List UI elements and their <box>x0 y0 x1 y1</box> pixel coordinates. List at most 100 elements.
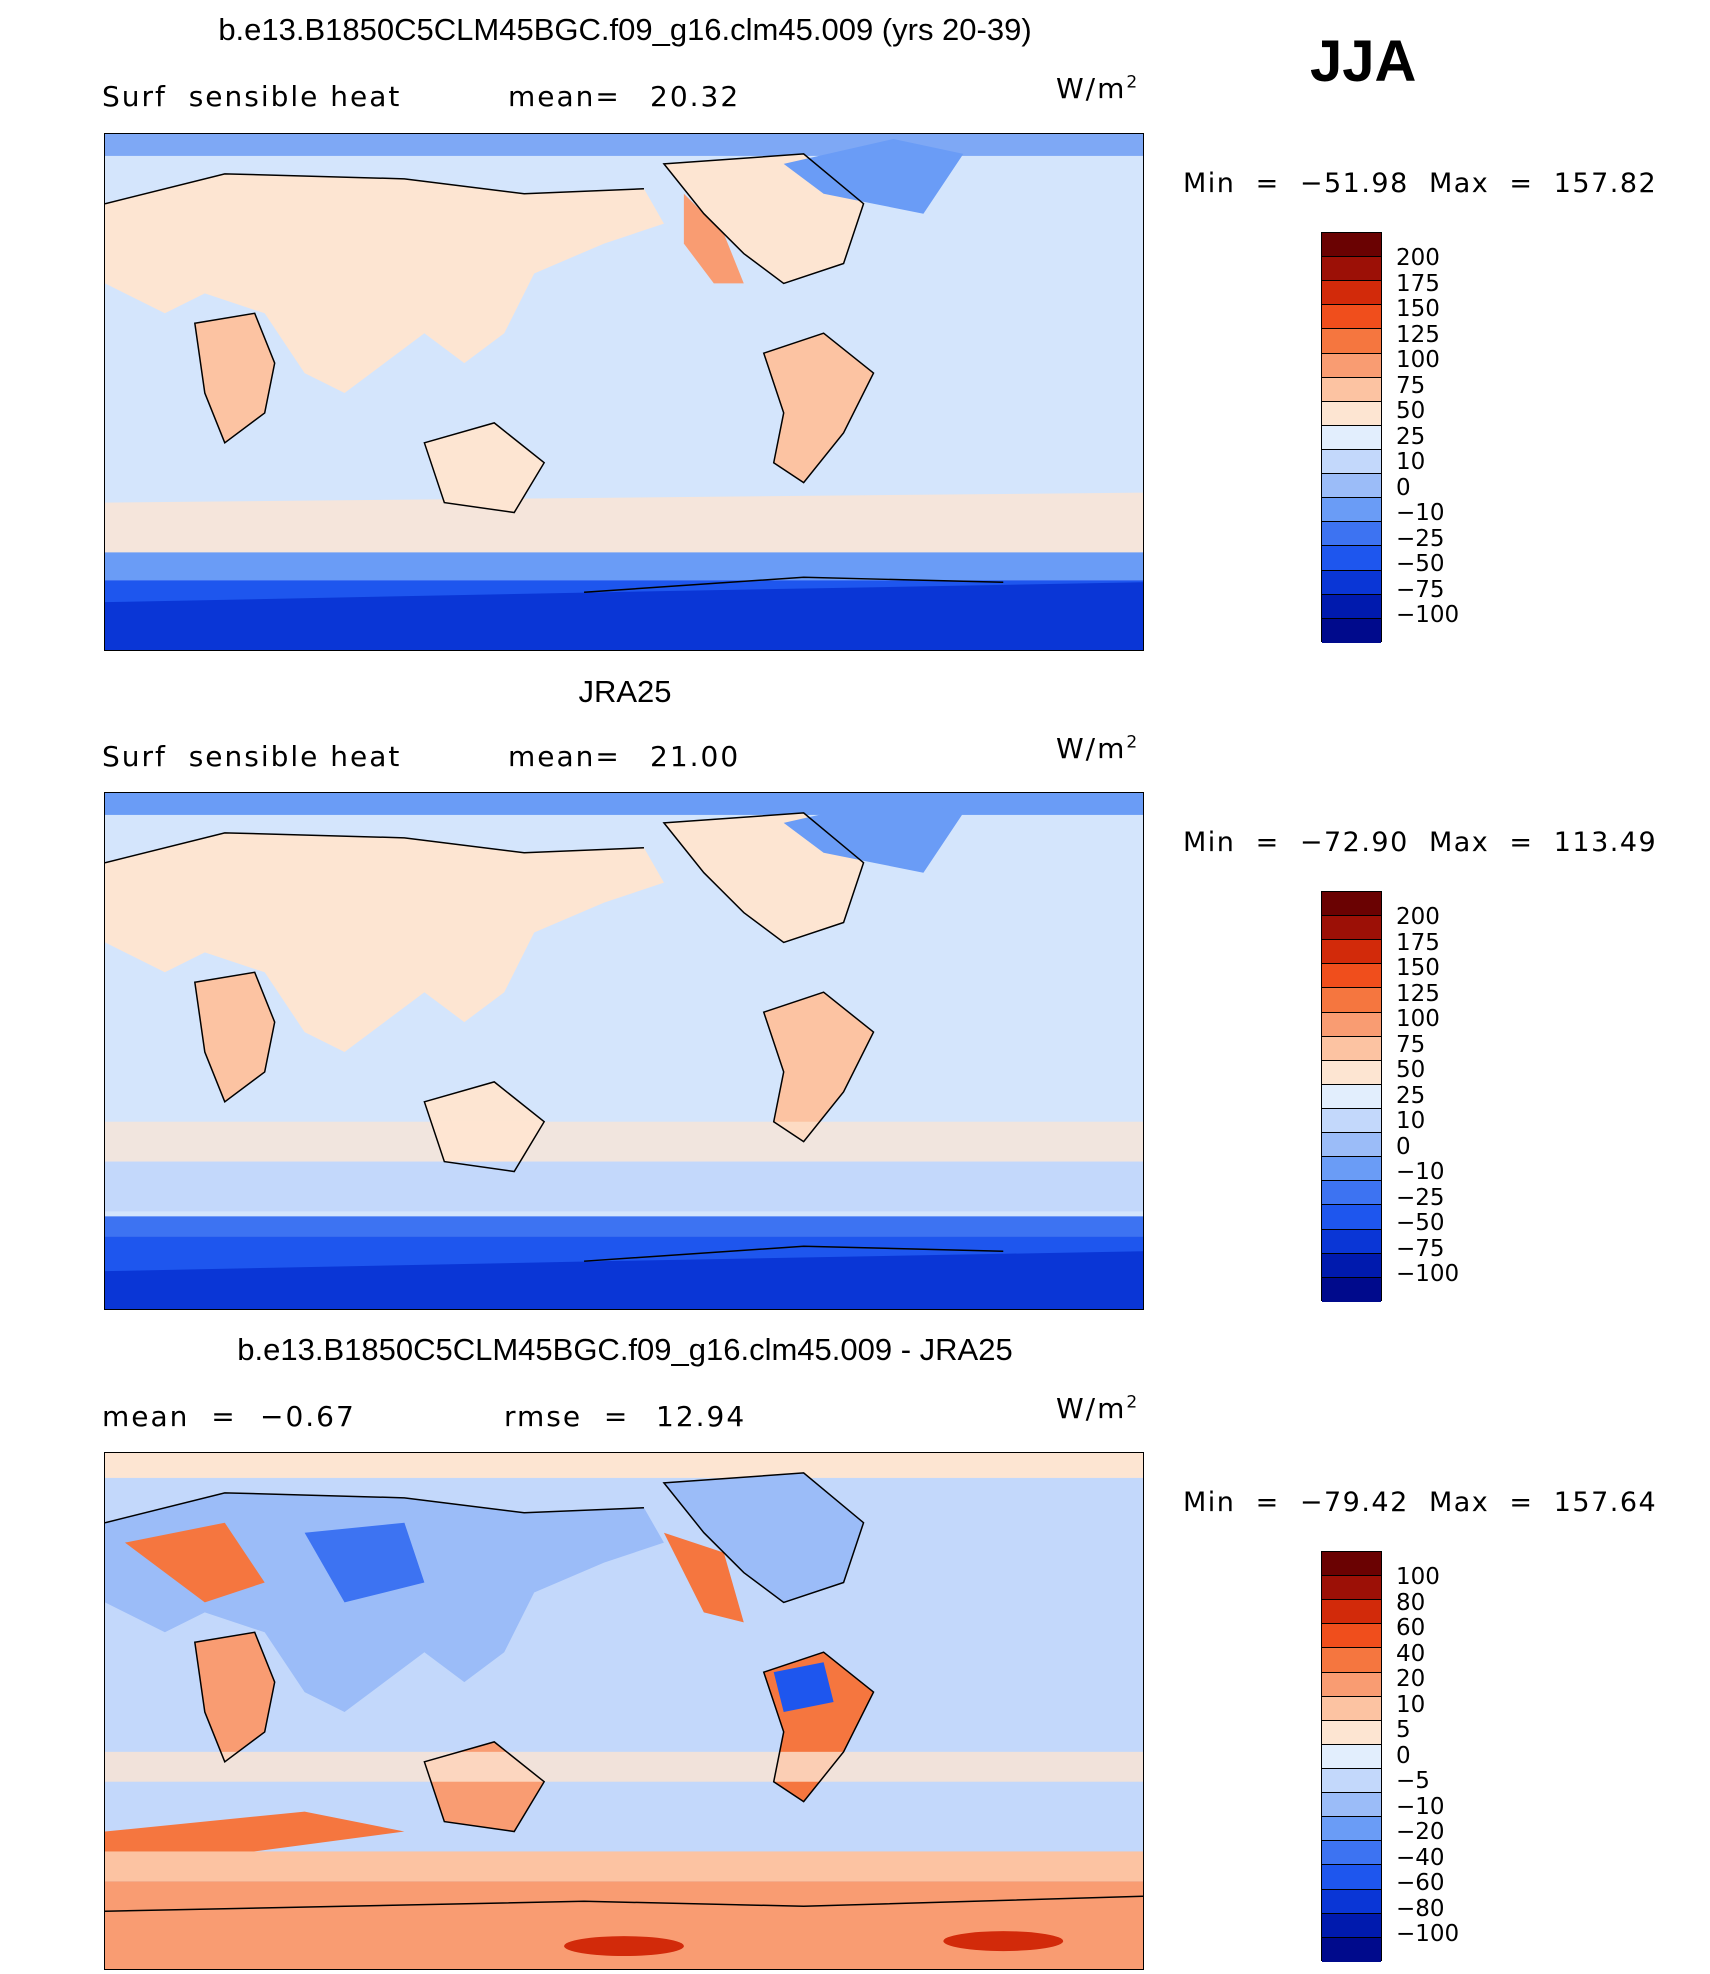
colorbar-swatch <box>1322 1012 1381 1037</box>
colorbar-swatch <box>1322 1133 1381 1158</box>
colorbar-swatch <box>1322 916 1381 941</box>
colorbar-level-label: 100 <box>1396 1006 1440 1032</box>
colorbar-level-label: 200 <box>1396 245 1440 271</box>
colorbar-level-label: 75 <box>1396 1031 1426 1058</box>
colorbar-level-label: −10 <box>1396 1159 1445 1185</box>
colorbar-swatch <box>1322 1913 1381 1938</box>
colorbar-swatch <box>1322 233 1381 258</box>
colorbar-swatch <box>1322 964 1381 989</box>
colorbar-level-label: 50 <box>1396 1057 1426 1083</box>
colorbar-level-label: 25 <box>1396 423 1426 450</box>
colorbar-swatch <box>1322 377 1381 402</box>
colorbar-swatch <box>1322 1084 1381 1109</box>
colorbar-swatch <box>1322 1768 1381 1794</box>
panel-title: b.e13.B1850C5CLM45BGC.f09_g16.clm45.009 … <box>218 12 1032 47</box>
colorbar-level-label: 150 <box>1396 955 1440 981</box>
colorbar-swatch <box>1322 1576 1381 1601</box>
colorbar-swatch <box>1322 1108 1381 1134</box>
mean-value: 20.32 <box>650 80 741 113</box>
colorbar-swatch <box>1322 1672 1381 1697</box>
colorbar-level-label: 60 <box>1396 1615 1426 1641</box>
colorbar-level-label: 0 <box>1396 1133 1411 1160</box>
colorbar-swatch <box>1322 1937 1381 1962</box>
colorbar-swatch <box>1322 305 1381 330</box>
colorbar-swatch <box>1322 1696 1381 1721</box>
colorbar-swatch <box>1322 1889 1381 1914</box>
colorbar-swatch <box>1322 353 1381 378</box>
colorbar-level-label: 10 <box>1396 1691 1426 1718</box>
variable-label: Surf sensible heat <box>102 80 402 113</box>
min-max-label: Min = −79.42 Max = 157.64 <box>1183 1487 1658 1518</box>
colorbar-swatch <box>1322 1744 1381 1769</box>
colorbar-level-label: −100 <box>1396 1921 1460 1947</box>
colorbar-swatch <box>1322 449 1381 475</box>
colorbar-level-label: 10 <box>1396 1108 1426 1134</box>
season-label: JJA <box>1310 29 1417 94</box>
colorbar-swatch <box>1322 1036 1381 1061</box>
colorbar-swatch <box>1322 1229 1381 1254</box>
colorbar-swatch <box>1322 1841 1381 1866</box>
colorbar-swatch <box>1322 1157 1381 1182</box>
colorbar-swatch <box>1322 1720 1381 1745</box>
colorbar-level-label: 200 <box>1396 904 1440 930</box>
colorbar-swatch <box>1322 329 1381 354</box>
colorbar-swatch <box>1322 988 1381 1013</box>
colorbar-labels: 100 80 60 40 20 10 5 0 −5 −10 −20 −40 −60 −80 −100 <box>1396 1564 1460 1948</box>
colorbar-swatch <box>1322 1552 1381 1577</box>
jra25-sensible-heat-map <box>104 792 1144 1310</box>
difference-map <box>104 1452 1144 1970</box>
colorbar <box>1321 1551 1382 1962</box>
colorbar-level-label: 100 <box>1396 1564 1440 1590</box>
colorbar-labels: 200 175 150 125 100 75 50 25 10 0 −10 −25 −50 −75 −100 <box>1396 245 1460 629</box>
colorbar-level-label: 25 <box>1396 1082 1426 1109</box>
colorbar-level-label: 80 <box>1396 1589 1426 1616</box>
min-max-label: Min = −51.98 Max = 157.82 <box>1183 168 1658 199</box>
colorbar-swatch <box>1322 522 1381 547</box>
panel-title: b.e13.B1850C5CLM45BGC.f09_g16.clm45.009 … <box>237 1332 1013 1367</box>
colorbar-swatch <box>1322 1060 1381 1085</box>
colorbar-level-label: −75 <box>1396 576 1445 603</box>
colorbar-level-label: 20 <box>1396 1666 1426 1692</box>
min-max-label: Min = −72.90 Max = 113.49 <box>1183 827 1658 858</box>
colorbar-level-label: −80 <box>1396 1895 1445 1922</box>
colorbar-level-label: 50 <box>1396 398 1426 424</box>
model-sensible-heat-map <box>104 133 1144 651</box>
colorbar-level-label: 10 <box>1396 449 1426 475</box>
colorbar-level-label: 100 <box>1396 347 1440 373</box>
panel-title: JRA25 <box>578 674 672 709</box>
colorbar-level-label: 75 <box>1396 372 1426 399</box>
variable-label: Surf sensible heat <box>102 740 402 773</box>
colorbar-level-label: 125 <box>1396 980 1440 1007</box>
colorbar-swatch <box>1322 546 1381 571</box>
colorbar-level-label: −60 <box>1396 1870 1445 1896</box>
colorbar-level-label: 175 <box>1396 270 1440 297</box>
colorbar-swatch <box>1322 1793 1381 1818</box>
colorbar-swatch <box>1322 281 1381 306</box>
colorbar-swatch <box>1322 1624 1381 1649</box>
colorbar-level-label: 40 <box>1396 1640 1426 1667</box>
colorbar-level-label: −20 <box>1396 1819 1445 1845</box>
colorbar-level-label: −25 <box>1396 525 1445 552</box>
rmse-label: rmse = <box>504 1400 630 1433</box>
colorbar-swatch <box>1322 1865 1381 1890</box>
colorbar-swatch <box>1322 1600 1381 1625</box>
colorbar-swatch <box>1322 1205 1381 1230</box>
colorbar-swatch <box>1322 1277 1381 1302</box>
colorbar-level-label: −10 <box>1396 1793 1445 1820</box>
colorbar-level-label: 175 <box>1396 929 1440 956</box>
colorbar-swatch <box>1322 618 1381 643</box>
colorbar-swatch <box>1322 1817 1381 1842</box>
colorbar-swatch <box>1322 257 1381 282</box>
colorbar-level-label: 0 <box>1396 1742 1411 1769</box>
colorbar-level-label: −40 <box>1396 1844 1445 1871</box>
colorbar <box>1321 232 1382 643</box>
colorbar-level-label: −25 <box>1396 1184 1445 1211</box>
mean-label: mean= <box>508 740 621 773</box>
colorbar-swatch <box>1322 474 1381 499</box>
mean-value: 21.00 <box>650 740 741 773</box>
colorbar-level-label: 5 <box>1396 1717 1411 1743</box>
mean-label: mean= <box>508 80 621 113</box>
colorbar-level-label: −10 <box>1396 500 1445 526</box>
colorbar-level-label: −100 <box>1396 1261 1460 1287</box>
colorbar-level-label: −100 <box>1396 602 1460 628</box>
